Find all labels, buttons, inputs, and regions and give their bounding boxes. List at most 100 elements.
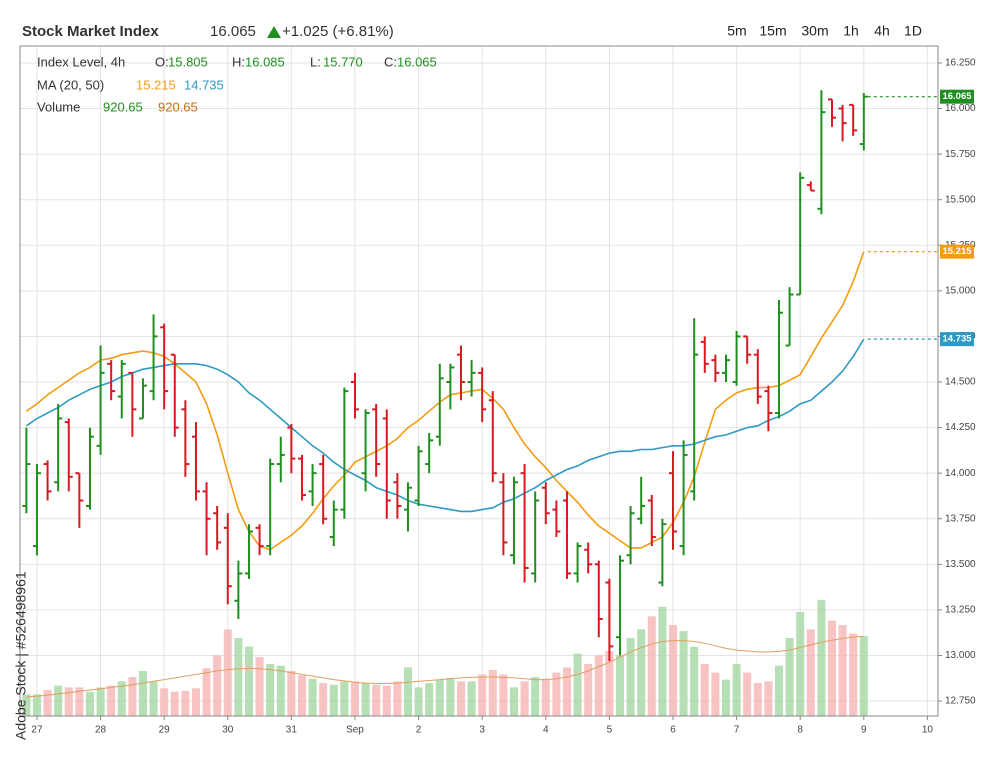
x-tick-label: 29 — [159, 725, 171, 736]
volume-bar — [615, 655, 624, 716]
volume-bar — [244, 646, 253, 716]
x-tick-label: 31 — [286, 725, 298, 736]
volume-bar — [732, 664, 741, 716]
volume-bar — [393, 681, 402, 716]
timeframe-button[interactable]: 1D — [904, 23, 922, 39]
ma-line — [25, 251, 865, 551]
volume-bar — [361, 683, 370, 716]
volume-bar — [96, 687, 105, 716]
x-tick-label: 7 — [734, 725, 740, 736]
volume-bar — [838, 625, 847, 716]
volume-bar — [679, 631, 688, 716]
x-tick-label: 4 — [543, 725, 549, 736]
last-value-box — [940, 244, 974, 259]
volume-bar — [128, 677, 137, 716]
legend-instrument: Index Level, 4h — [37, 54, 125, 69]
volume-bar — [647, 616, 656, 716]
volume-bar — [478, 674, 487, 716]
volume-bar — [32, 694, 41, 716]
volume-bar — [605, 651, 614, 716]
legend-ohlc-value: 15.770 — [323, 54, 363, 69]
volume-bar — [488, 670, 497, 716]
header-change: +1.025 (+6.81%) — [282, 23, 394, 40]
volume-bar — [721, 679, 730, 716]
volume-bar — [594, 655, 603, 716]
last-value-label: 14.735 — [942, 334, 972, 345]
volume-bar — [753, 683, 762, 716]
volume-bar — [202, 668, 211, 716]
bar-layer — [22, 90, 868, 661]
legend-volume-value: 920.65 — [103, 99, 143, 114]
volume-bar — [520, 681, 529, 716]
ma-line — [25, 338, 865, 513]
volume-bar — [213, 655, 222, 716]
x-tick-label: 3 — [479, 725, 485, 736]
volume-bar — [107, 685, 116, 716]
volume-bar — [85, 691, 94, 716]
volume-bar — [552, 672, 561, 716]
volume-bar — [170, 691, 179, 716]
volume-bar — [785, 638, 794, 716]
timeframes: 5m 15m 30m 1h 4h 1D — [727, 23, 922, 39]
timeframe-button[interactable]: 1h — [843, 23, 859, 39]
volume-bar — [382, 685, 391, 716]
volume-bar — [350, 681, 359, 716]
volume-bar — [191, 688, 200, 716]
volume-bar — [276, 665, 285, 716]
volume-bar — [859, 636, 868, 716]
volume-bar — [234, 638, 243, 716]
volume-bar — [806, 629, 815, 716]
legend-ohlc-value: 16.085 — [245, 54, 285, 69]
volume-bar — [637, 629, 646, 716]
y-tick-label: 14.250 — [945, 422, 976, 433]
volume-bar — [160, 688, 169, 716]
volume-bar — [573, 653, 582, 716]
volume-bar — [64, 687, 73, 716]
y-tick-label: 14.500 — [945, 377, 976, 388]
timeframe-button[interactable]: 5m — [727, 23, 746, 39]
volume-bar — [584, 664, 593, 716]
y-tick-label: 15.000 — [945, 285, 976, 296]
legend-ma-label: MA (20, 50) — [37, 77, 104, 92]
volume-bar — [690, 646, 699, 716]
up-arrow — [267, 26, 281, 38]
ma-layer — [25, 251, 865, 551]
volume-bar — [711, 672, 720, 716]
x-tick-label: 2 — [416, 725, 422, 736]
x-tick-label: 28 — [95, 725, 107, 736]
timeframe-button[interactable]: 15m — [759, 23, 786, 39]
volume-bar — [509, 687, 518, 716]
y-tick-label: 13.250 — [945, 605, 976, 616]
volume-bar — [138, 670, 147, 716]
volume-bar — [149, 681, 158, 716]
legend-ma-value: 14.735 — [184, 77, 224, 92]
legend-ma-value: 15.215 — [136, 77, 176, 92]
volume-bar — [446, 677, 455, 716]
volume-bar — [297, 675, 306, 716]
timeframe-button[interactable]: 30m — [801, 23, 828, 39]
volume-bar — [255, 657, 264, 716]
plot-frame — [19, 45, 939, 717]
x-tick-label: 10 — [922, 725, 934, 736]
chart-title: Stock Market Index — [22, 23, 159, 40]
legend: Index Level, 4h O: 15.805 H: 16.085 L: 15.770 C… — [37, 54, 437, 114]
x-tick-label: 5 — [607, 725, 613, 736]
x-tick-label: Sep — [346, 725, 364, 736]
volume-bar — [181, 690, 190, 716]
y-tick-label: 12.750 — [945, 696, 976, 707]
volume-ma-line — [26, 635, 864, 698]
watermark: Adobe Stock | #526498961 — [13, 571, 29, 740]
volume-bar — [22, 694, 31, 716]
y-tick-label: 13.000 — [945, 650, 976, 661]
last-value-box — [940, 332, 974, 347]
legend-volume-label: Volume — [37, 99, 80, 114]
volume-bar — [774, 665, 783, 716]
volume-bar — [456, 681, 465, 716]
last-value-label: 16.065 — [942, 91, 972, 102]
volume-bar — [425, 683, 434, 716]
volume-bar — [658, 606, 667, 716]
legend-volume-ma-value: 920.65 — [158, 99, 198, 114]
timeframe-button[interactable]: 4h — [874, 23, 890, 39]
header-price: 16.065 — [210, 23, 256, 40]
volume-bar — [743, 672, 752, 716]
